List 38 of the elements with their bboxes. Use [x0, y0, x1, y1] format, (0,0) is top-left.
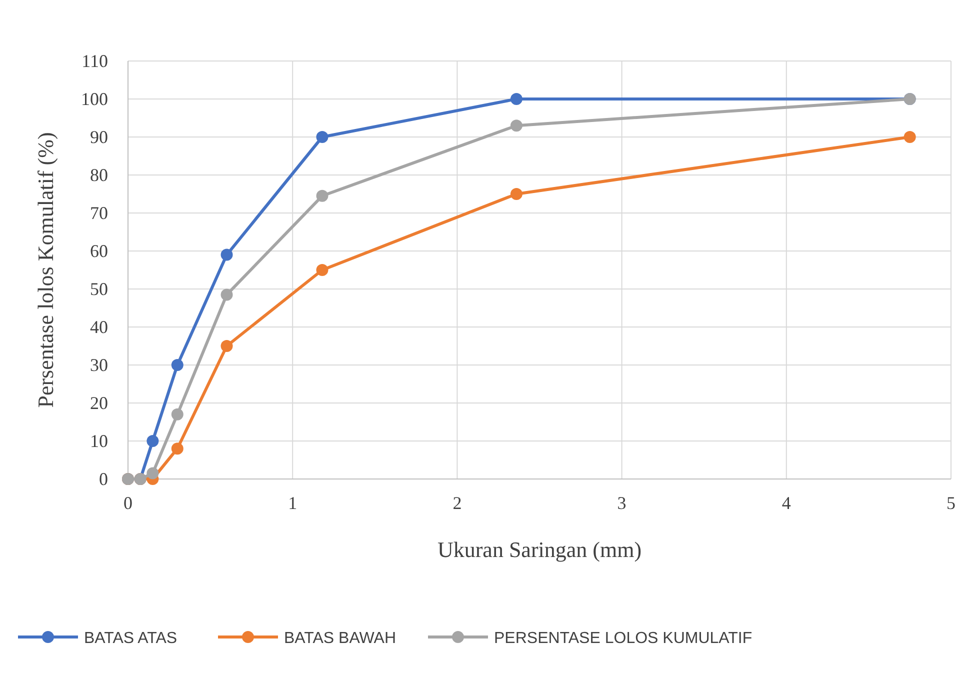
- legend-label: BATAS BAWAH: [284, 630, 396, 647]
- y-tick-label: 20: [90, 393, 108, 413]
- y-tick-label: 60: [90, 241, 108, 261]
- y-tick-label: 110: [82, 51, 108, 71]
- y-tick-label: 50: [90, 279, 108, 299]
- point: [904, 131, 916, 143]
- point: [220, 340, 233, 352]
- point: [220, 288, 233, 301]
- x-axis-title: Ukuran Saringan (mm): [437, 537, 642, 562]
- y-tick-label: 70: [90, 203, 108, 223]
- point: [146, 467, 159, 480]
- y-tick-label: 10: [90, 431, 108, 451]
- point: [316, 131, 328, 143]
- legend-label: PERSENTASE LOLOS KUMULATIF: [494, 630, 752, 647]
- point: [220, 248, 233, 261]
- y-tick-label: 40: [90, 317, 108, 337]
- point: [510, 93, 522, 105]
- y-tick-label: 30: [90, 355, 108, 375]
- point: [171, 359, 184, 371]
- point: [316, 190, 328, 202]
- point: [510, 120, 522, 132]
- y-tick-label: 80: [90, 165, 108, 185]
- x-tick-label: 3: [617, 493, 626, 513]
- legend-label: BATAS ATAS: [84, 630, 178, 647]
- point: [171, 442, 184, 455]
- y-tick-label: 0: [99, 469, 108, 489]
- point: [146, 435, 159, 447]
- x-tick-label: 4: [782, 493, 791, 513]
- point: [316, 264, 328, 276]
- y-axis-title: Persentase lolos Komulatif (%): [33, 132, 58, 408]
- point: [510, 188, 522, 200]
- x-tick-label: 2: [452, 493, 462, 513]
- x-tick-label: 0: [124, 493, 132, 513]
- y-tick-label: 100: [81, 89, 108, 109]
- x-tick-label: 5: [946, 493, 956, 513]
- point: [171, 408, 184, 420]
- y-tick-label: 90: [90, 127, 108, 147]
- x-tick-label: 1: [288, 493, 298, 513]
